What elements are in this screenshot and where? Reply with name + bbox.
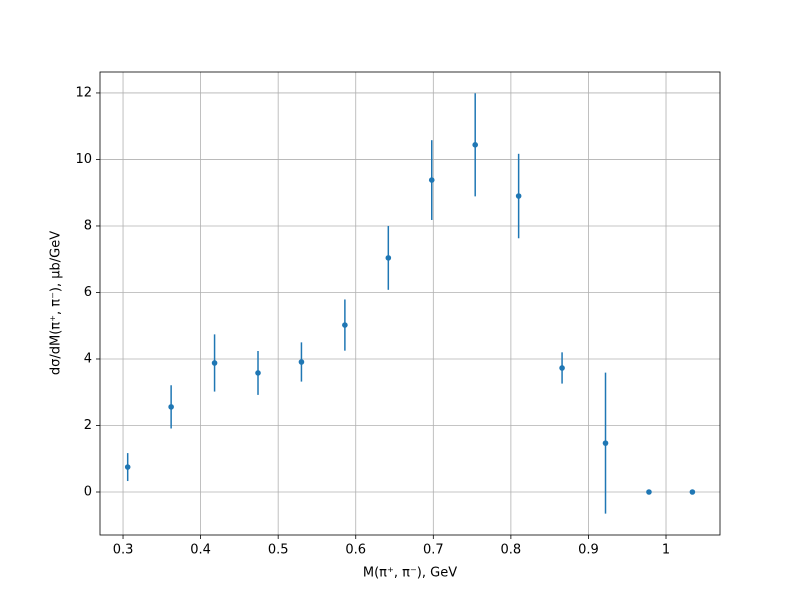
data-point [559,365,565,371]
x-tick-label: 0.3 [113,543,134,558]
x-tick-label: 0.8 [501,543,522,558]
y-tick-label: 12 [75,85,92,100]
data-point [124,464,131,470]
data-point [342,322,348,328]
data-point [515,193,522,199]
data-point [428,177,435,183]
data-point [211,360,218,366]
x-tick-label: 0.6 [345,543,366,558]
y-axis-label: dσ/dM(π⁺, π⁻), μb/GeV [49,231,64,375]
data-point [255,370,261,376]
x-axis-label: M(π⁺, π⁻), GeV [363,566,457,581]
y-tick-label: 0 [84,485,92,500]
y-tick-label: 10 [75,152,92,167]
y-tick-label: 2 [84,418,92,433]
data-point [646,489,652,495]
data-point [168,404,174,410]
x-tick-label: 0.5 [268,543,289,558]
data-point [298,359,305,365]
x-tick-label: 0.7 [423,543,444,558]
data-point [472,142,478,148]
data-point [385,255,392,261]
x-tick-label: 0.9 [578,543,599,558]
y-tick-label: 6 [84,285,92,300]
x-tick-label: 0.4 [190,543,211,558]
data-point [602,440,609,446]
data-point [689,489,696,495]
y-tick-label: 4 [84,351,92,366]
plot-frame [99,71,721,536]
y-tick-label: 8 [84,218,92,233]
x-tick-label: 1 [662,543,670,558]
